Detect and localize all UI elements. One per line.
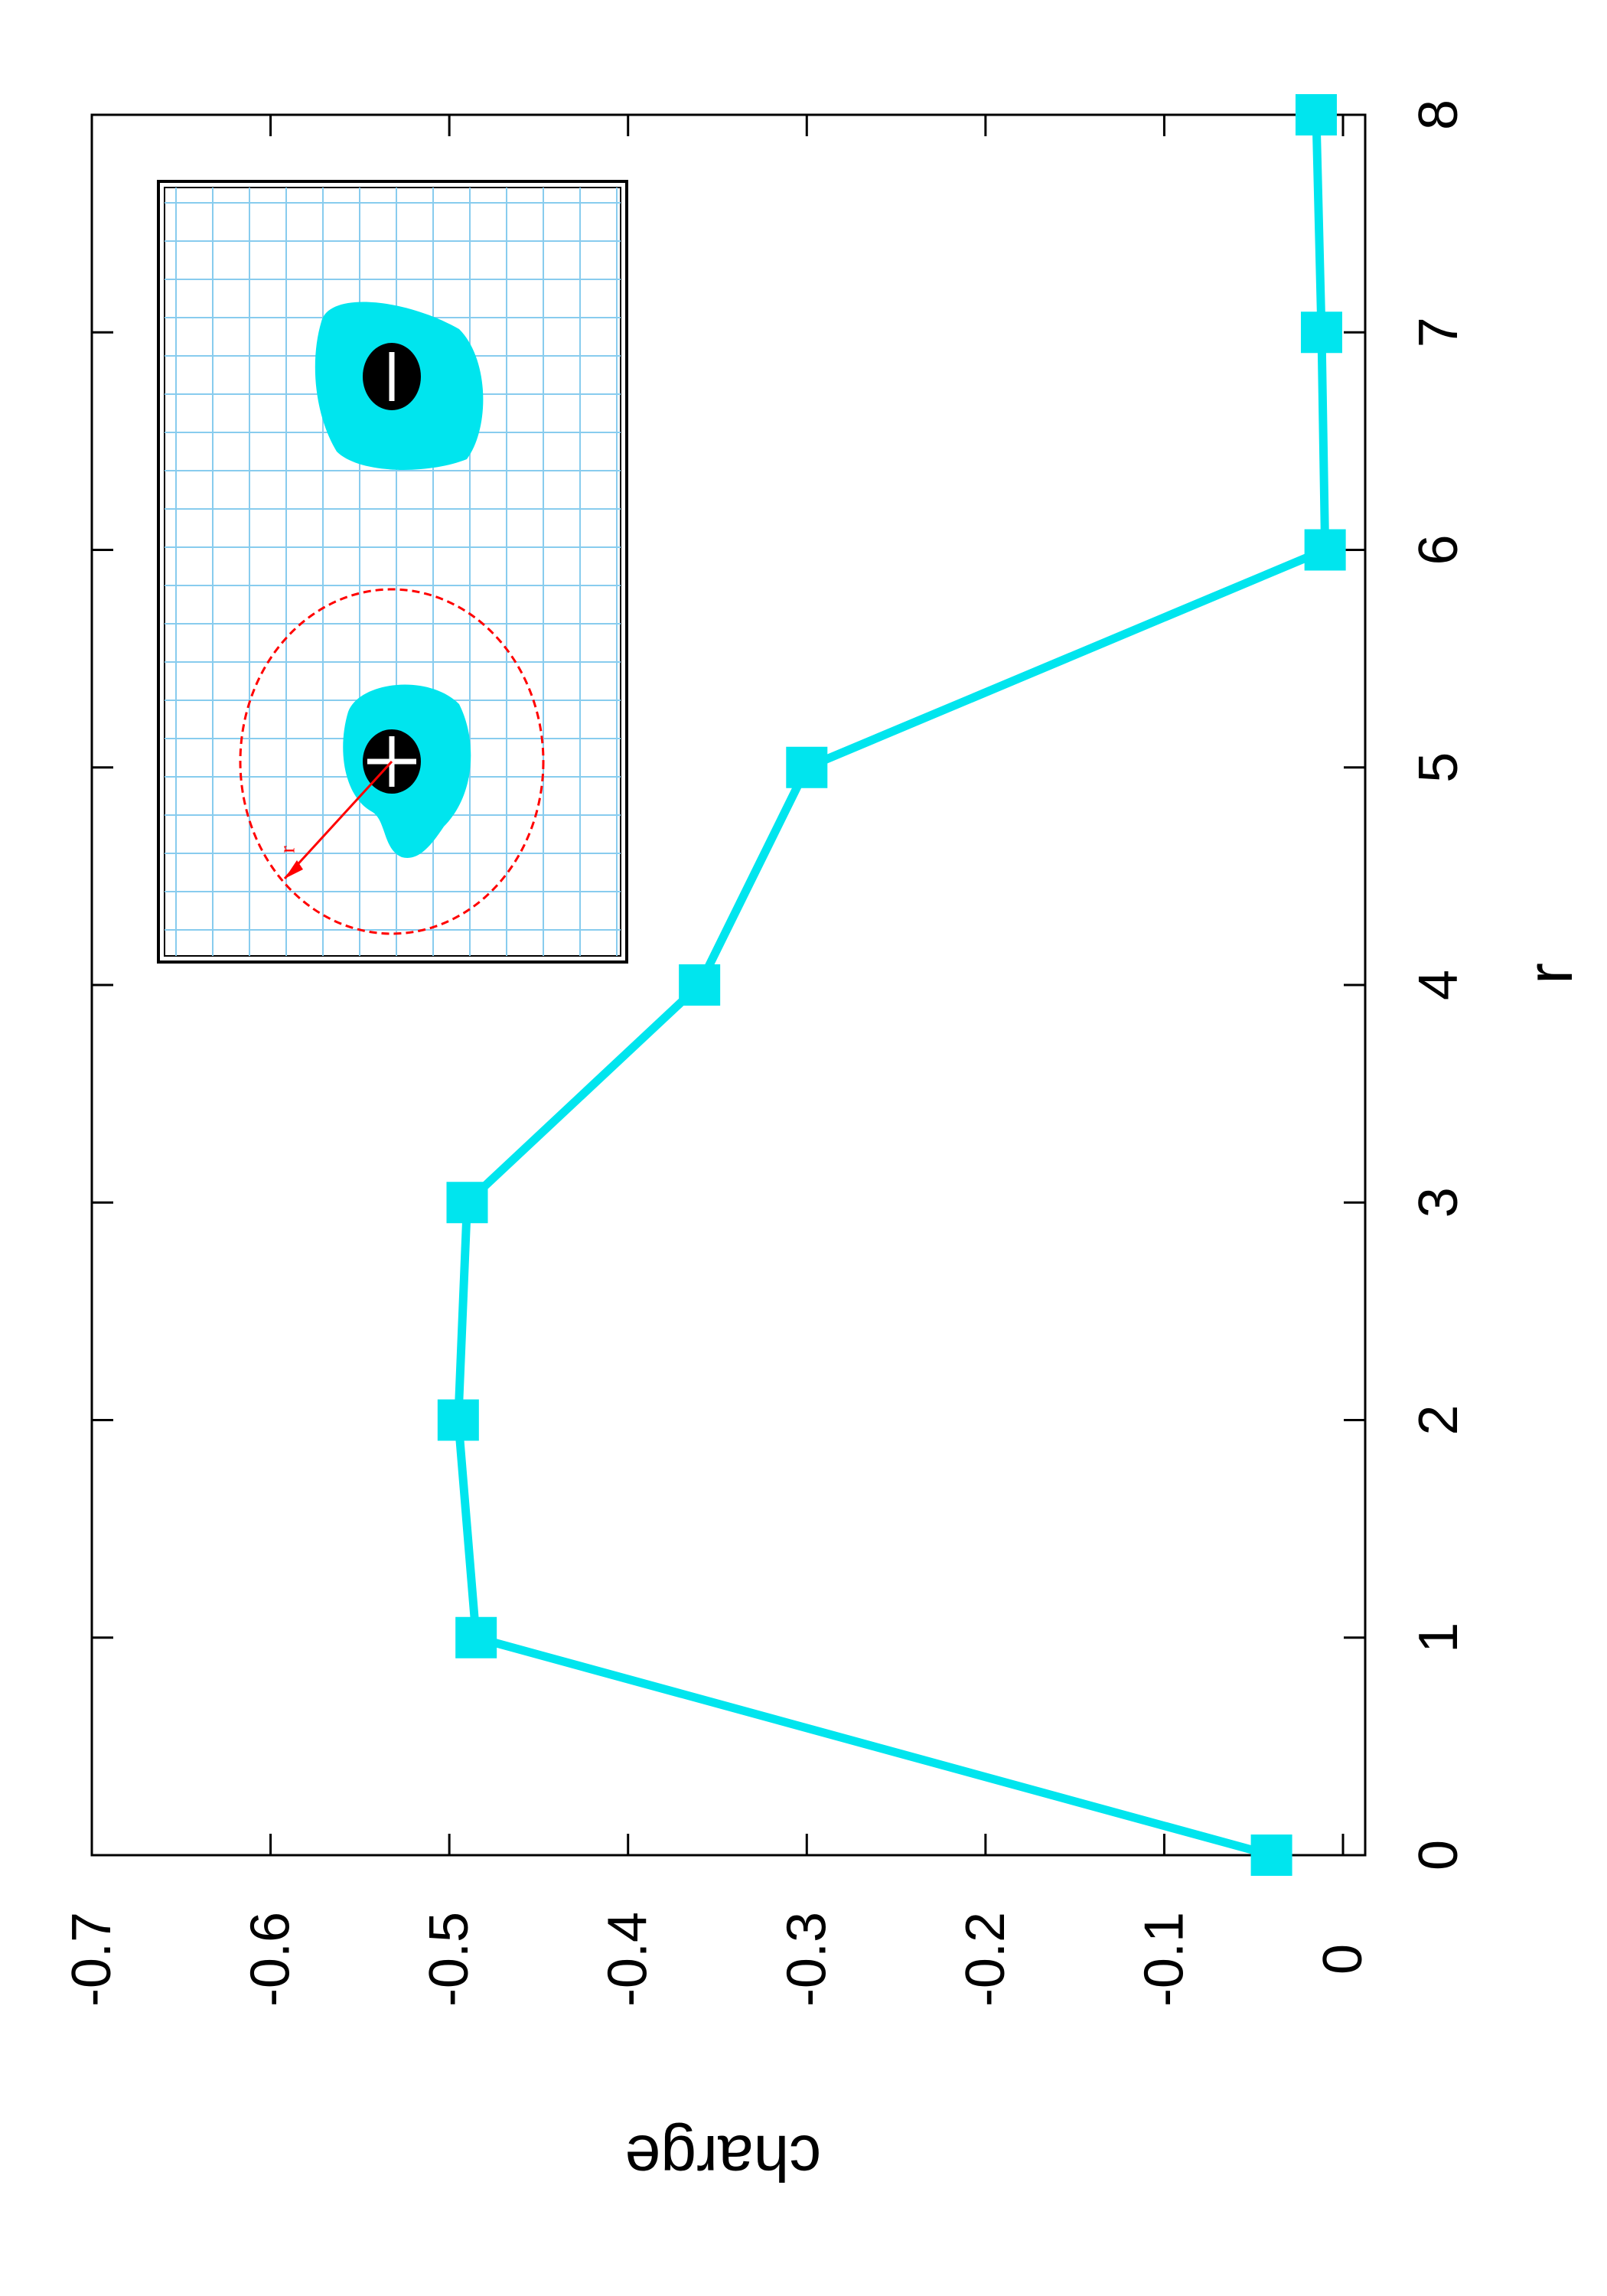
data-point	[1295, 94, 1337, 135]
x-tick-label: 4	[1408, 970, 1469, 1000]
data-point	[437, 1399, 479, 1441]
radius-circle	[239, 588, 545, 935]
x-tick-label: 8	[1408, 99, 1469, 130]
x-tick-label: 7	[1408, 317, 1469, 347]
radius-label: r	[276, 846, 300, 853]
data-point	[1300, 311, 1342, 354]
x-tick-label: 6	[1408, 534, 1469, 565]
data-point	[446, 1182, 488, 1224]
y-tick-label: -0.7	[61, 1912, 122, 2007]
inset-panel: r	[157, 180, 628, 964]
y-tick-label: -0.5	[419, 1912, 480, 2007]
data-point	[679, 964, 721, 1006]
x-tick-label: 3	[1408, 1187, 1469, 1218]
y-tick-label: -0.6	[240, 1912, 302, 2007]
radius-arrow-head	[285, 860, 303, 879]
x-tick-label: 0	[1408, 1840, 1469, 1870]
x-tick-label: 5	[1408, 752, 1469, 783]
data-point	[455, 1616, 497, 1658]
data-point	[1250, 1835, 1292, 1876]
y-tick-label: -0.1	[1133, 1912, 1195, 2007]
inset-inner-frame	[164, 187, 621, 957]
y-tick-label: -0.2	[955, 1912, 1016, 2007]
x-tick-label: 2	[1408, 1404, 1469, 1435]
x-tick-label: 1	[1408, 1623, 1469, 1653]
y-tick-label: -0.3	[776, 1912, 837, 2007]
radius-arrow-line	[283, 760, 393, 880]
data-point	[1304, 529, 1346, 571]
y-tick-label: 0	[1312, 1944, 1374, 1975]
data-point	[786, 746, 828, 788]
y-tick-label: -0.4	[598, 1912, 659, 2007]
x-axis-title: r	[1514, 963, 1586, 984]
y-axis-title: charge	[625, 2122, 822, 2194]
